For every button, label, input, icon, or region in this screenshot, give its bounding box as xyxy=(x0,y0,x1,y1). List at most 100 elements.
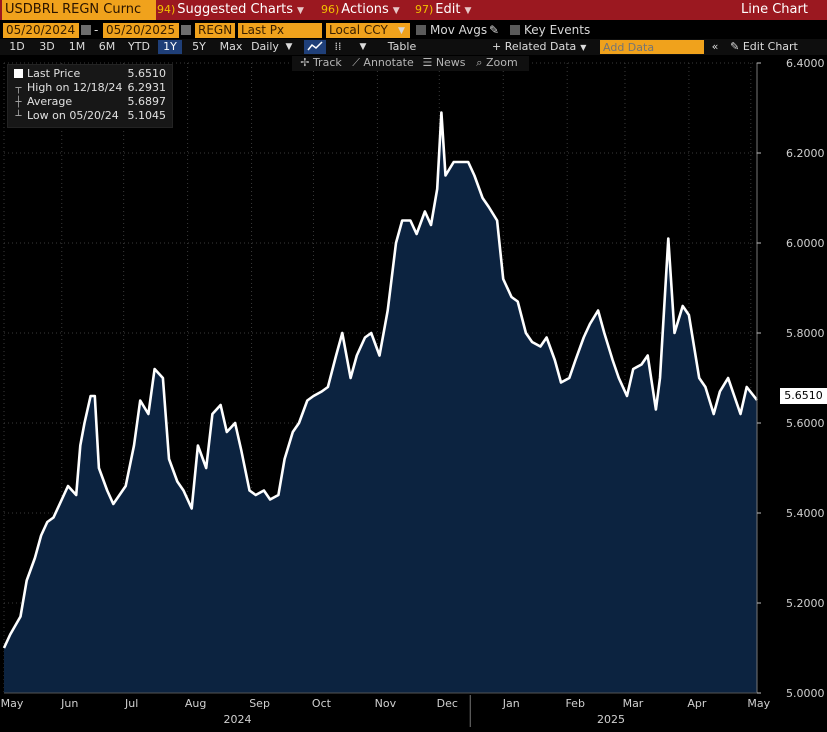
track-icon: ✢ xyxy=(300,56,313,69)
chevron-down-icon[interactable]: ▼ xyxy=(285,42,293,52)
y-tick-label: 5.8000 xyxy=(786,327,825,340)
edit-label: Edit xyxy=(435,2,461,17)
caret-down-icon: ▼ xyxy=(464,6,472,16)
bar-style-icon[interactable]: ⁞⁞ xyxy=(334,40,342,53)
x-tick-label: Nov xyxy=(375,697,397,710)
legend-last-label: Last Price xyxy=(27,67,81,80)
y-tick-label: 5.6000 xyxy=(786,417,825,430)
y-tick-label: 6.0000 xyxy=(786,237,825,250)
price-area-fill xyxy=(4,112,757,693)
y-tick-label: 5.4000 xyxy=(786,507,825,520)
table-button[interactable]: Table xyxy=(387,40,417,53)
suggested-charts-num: 94) xyxy=(157,3,176,16)
legend-average-row: ┼ Average xyxy=(14,95,72,109)
legend-low-label: Low on 05/20/24 xyxy=(27,109,119,122)
related-data-label: + Related Data xyxy=(492,40,577,53)
chevron-down-icon[interactable]: ▼ xyxy=(398,26,405,36)
price-line xyxy=(2,111,759,649)
caret-down-icon: ▼ xyxy=(580,43,587,52)
chevron-down-icon[interactable]: ▼ xyxy=(359,42,367,52)
x-tick-label: May xyxy=(1,697,24,710)
actions-num: 96) xyxy=(321,3,340,16)
x-tick-label: Jan xyxy=(502,697,520,710)
add-data-input[interactable] xyxy=(600,40,704,54)
fields-bar: 05/20/2024 - 05/20/2025 REGN Last Px Loc… xyxy=(0,21,827,39)
mov-avgs-label: Mov Avgs xyxy=(430,23,488,37)
x-tick-label: Mar xyxy=(623,697,644,710)
range-toolbar: 1D 3D 1M 6M YTD 1Y 5Y Max Daily ▼ ⁞⁞ ▼ T… xyxy=(0,39,827,55)
news-tool[interactable]: ☰ News xyxy=(420,56,468,70)
zoom-label: Zoom xyxy=(485,56,518,69)
low-marker-icon: ┴ xyxy=(15,111,22,122)
legend-last-row: Last Price xyxy=(14,67,80,81)
range-button[interactable]: 1D xyxy=(9,40,25,53)
period-dropdown[interactable]: Daily xyxy=(251,40,279,53)
key-events-label: Key Events xyxy=(524,23,591,37)
line-chart-glyph xyxy=(307,41,323,51)
year-label: 2024 xyxy=(224,713,252,726)
range-button[interactable]: YTD xyxy=(128,40,150,53)
legend-box: Last Price 5.6510 ┬ High on 12/18/24 6.29… xyxy=(7,64,173,128)
caret-down-icon: ▼ xyxy=(297,6,304,16)
source-field[interactable]: REGN xyxy=(195,23,235,38)
suggested-charts-menu[interactable]: 94) Suggested Charts ▼ xyxy=(157,0,304,20)
legend-average-label: Average xyxy=(27,95,73,108)
related-data-menu[interactable]: + Related Data ▼ xyxy=(492,40,587,54)
y-tick-label: 5.2000 xyxy=(786,597,825,610)
x-tick-label: May xyxy=(747,697,770,710)
mov-avgs-checkbox[interactable] xyxy=(416,25,426,35)
range-button-selected[interactable]: 1Y xyxy=(158,40,182,54)
average-marker-icon: ┼ xyxy=(15,97,22,108)
calendar-icon[interactable] xyxy=(81,25,91,35)
collapse-icon[interactable]: « xyxy=(711,40,719,53)
edit-chart-label: Edit Chart xyxy=(742,40,798,53)
track-label: Track xyxy=(312,56,342,69)
x-tick-label: Aug xyxy=(185,697,206,710)
currency-field[interactable]: Local CCY xyxy=(326,23,410,38)
annotate-tool[interactable]: ⟋ Annotate xyxy=(350,56,416,70)
y-axis: 5.0000 5.2000 5.4000 5.6000 5.8000 6.0000 6.20… xyxy=(757,57,825,700)
range-button[interactable]: 6M xyxy=(98,40,116,53)
pencil-icon: ✎ xyxy=(730,40,743,53)
x-tick-label: Apr xyxy=(687,697,707,710)
caret-down-icon: ▼ xyxy=(392,6,400,16)
range-button[interactable]: 1M xyxy=(68,40,86,53)
actions-menu[interactable]: 96) Actions ▼ xyxy=(321,0,400,20)
legend-high-row: ┬ High on 12/18/24 xyxy=(14,81,122,95)
range-button[interactable]: 3D xyxy=(39,40,55,53)
price-field[interactable]: Last Px xyxy=(238,23,322,38)
edit-chart-button[interactable]: ✎ Edit Chart xyxy=(728,40,800,54)
legend-average-value: 5.6897 xyxy=(127,95,167,108)
y-tick-label: 5.0000 xyxy=(786,687,825,700)
range-button[interactable]: 5Y xyxy=(192,40,206,53)
price-chart[interactable]: 5.0000 5.2000 5.4000 5.6000 5.8000 6.0000 6.20… xyxy=(0,55,827,732)
calendar-icon[interactable] xyxy=(181,25,191,35)
suggested-charts-label: Suggested Charts xyxy=(177,2,294,17)
key-events-checkbox[interactable] xyxy=(510,25,520,35)
white-swatch-icon xyxy=(14,69,23,78)
line-chart-icon[interactable] xyxy=(304,40,326,54)
annotate-icon: ⟋ xyxy=(352,56,364,69)
chart-type-label[interactable]: Line Chart xyxy=(741,2,808,17)
end-date-field[interactable]: 05/20/2025 xyxy=(103,23,179,38)
date-separator: - xyxy=(94,23,99,37)
legend-last-value: 5.6510 xyxy=(127,67,167,80)
year-label: 2025 xyxy=(597,713,625,726)
news-label: News xyxy=(435,56,466,69)
top-toolbar: USDBRL REGN Curnc 94) Suggested Charts ▼ 9… xyxy=(0,0,827,20)
track-tool[interactable]: ✢ Track xyxy=(294,56,348,70)
actions-label: Actions xyxy=(341,2,389,17)
edit-menu[interactable]: 97) Edit ▼ xyxy=(415,0,471,20)
range-button[interactable]: Max xyxy=(219,40,243,53)
start-date-field[interactable]: 05/20/2024 xyxy=(3,23,79,38)
ticker-field[interactable]: USDBRL REGN Curnc xyxy=(2,0,156,20)
annotate-label: Annotate xyxy=(363,56,414,69)
x-tick-label: Jun xyxy=(60,697,78,710)
legend-high-label: High on 12/18/24 xyxy=(27,81,123,94)
zoom-tool[interactable]: ⌕ Zoom xyxy=(472,56,522,70)
y-tick-label: 6.4000 xyxy=(786,57,825,70)
x-tick-label: Feb xyxy=(565,697,584,710)
x-tick-label: Jul xyxy=(124,697,138,710)
pencil-icon[interactable]: ✎ xyxy=(489,23,500,37)
news-icon: ☰ xyxy=(422,56,436,69)
